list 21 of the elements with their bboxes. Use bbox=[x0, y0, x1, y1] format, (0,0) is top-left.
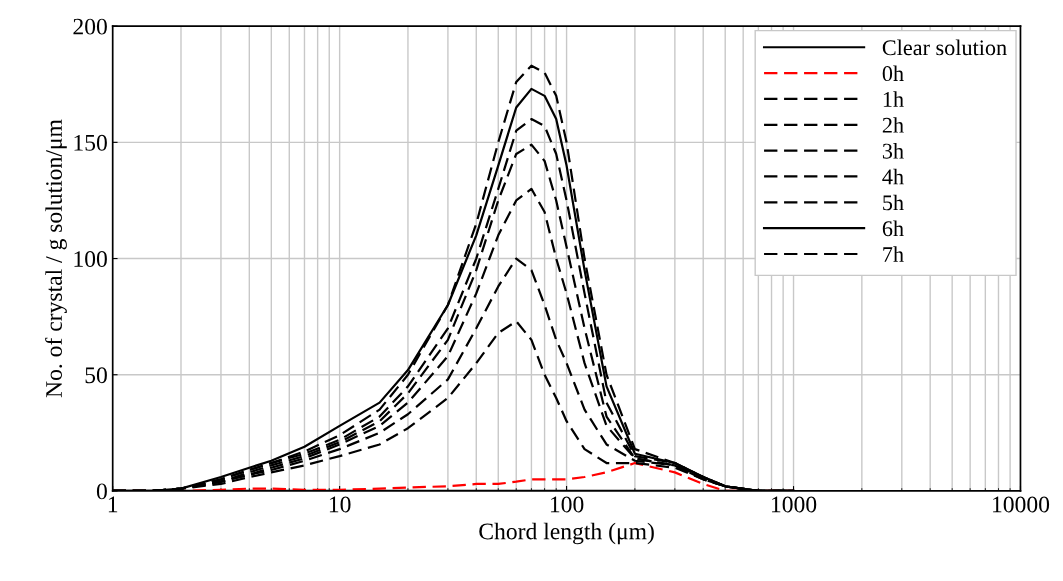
x-tick-label: 10000 bbox=[993, 496, 1050, 513]
legend-label: 3h bbox=[882, 142, 904, 159]
x-tick-label: 1000 bbox=[772, 496, 817, 513]
x-tick-label: 100 bbox=[550, 496, 584, 513]
x-axis-title: Chord length (μm) bbox=[479, 522, 654, 545]
x-tick-label: 10 bbox=[329, 496, 351, 513]
legend-label: Clear solution bbox=[882, 39, 1007, 56]
legend-label: 6h bbox=[882, 220, 904, 237]
y-axis-title: No. of crystal / g solution/μm bbox=[45, 119, 67, 398]
x-tick-label: 1 bbox=[108, 496, 118, 513]
legend-label: 1h bbox=[883, 91, 904, 107]
y-tick-label: 150 bbox=[74, 134, 107, 151]
y-tick-label: 100 bbox=[74, 251, 107, 267]
legend-label: 2h bbox=[882, 117, 904, 133]
y-tick-label: 0 bbox=[96, 483, 107, 500]
y-tick-label: 200 bbox=[73, 18, 107, 35]
legend-label: 0h bbox=[882, 65, 904, 82]
legend-label: 5h bbox=[883, 194, 904, 211]
legend-label: 4h bbox=[882, 168, 904, 185]
legend-label: 7h bbox=[883, 246, 904, 262]
y-tick-label: 50 bbox=[85, 367, 107, 384]
